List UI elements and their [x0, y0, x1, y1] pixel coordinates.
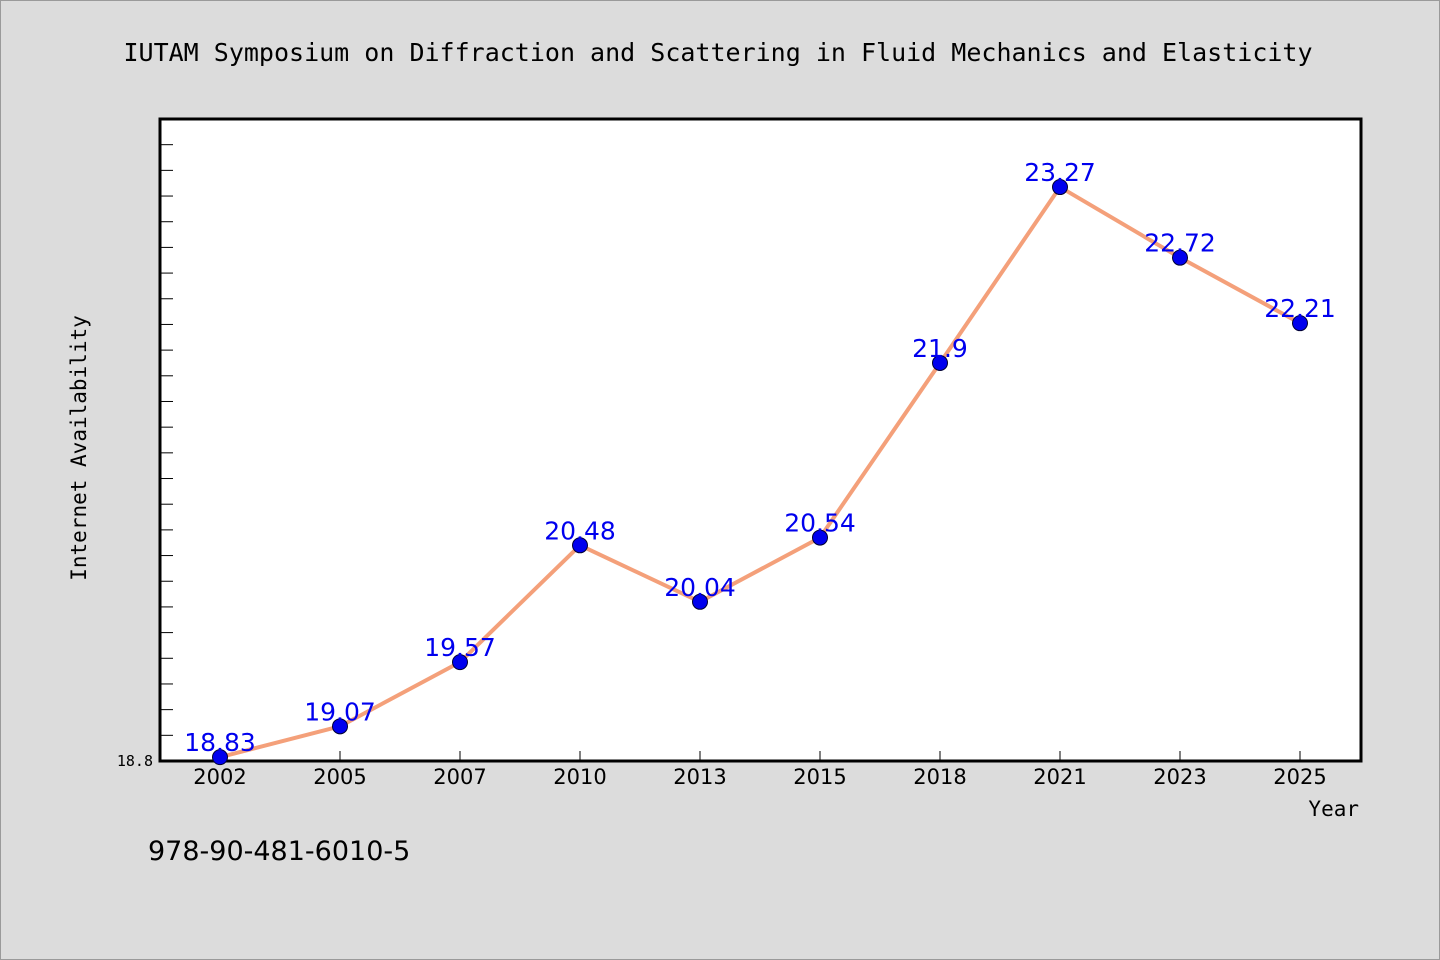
data-point — [332, 718, 348, 735]
x-tick-label: 2010 — [553, 765, 606, 789]
y-axis-ticks — [160, 144, 173, 736]
x-tick-label: 2015 — [793, 765, 846, 789]
data-point — [692, 593, 708, 610]
x-tick-label: 2018 — [913, 765, 966, 789]
data-label: 18.83 — [184, 728, 256, 757]
y-axis-title: Internet Availability — [67, 315, 91, 581]
data-point — [212, 749, 228, 766]
x-tick-label: 2002 — [193, 765, 246, 789]
data-label: 19.57 — [424, 633, 496, 662]
x-tick-label: 2021 — [1033, 765, 1086, 789]
data-label: 22.72 — [1144, 229, 1216, 258]
data-point — [452, 654, 468, 671]
series-line — [219, 185, 1301, 760]
data-point — [1172, 249, 1188, 266]
isbn-label: 978-90-481-6010-5 — [148, 836, 411, 867]
x-tick-label: 2007 — [433, 765, 486, 789]
data-label: 20.48 — [544, 516, 616, 545]
data-point — [572, 537, 588, 554]
data-point — [1052, 179, 1068, 196]
data-point — [932, 354, 948, 371]
x-tick-label: 2025 — [1273, 765, 1326, 789]
data-label: 21.9 — [912, 334, 968, 363]
data-point — [1292, 315, 1308, 332]
data-point — [812, 529, 828, 546]
data-label: 23.27 — [1024, 158, 1096, 187]
y-tick-label: 18.8 — [117, 752, 153, 770]
series-layer: 18.83 19.07 19.57 20.48 20.04 20.54 21.9 23.27 2… — [184, 158, 1336, 766]
data-label: 20.04 — [664, 573, 736, 602]
data-label: 20.54 — [784, 509, 856, 538]
plot-area — [158, 117, 1363, 763]
x-axis-title: Year — [1308, 797, 1359, 821]
x-tick-label: 2005 — [313, 765, 366, 789]
x-tick-label: 2013 — [673, 765, 726, 789]
chart-title: IUTAM Symposium on Diffraction and Scatt… — [123, 38, 1312, 67]
x-tick-label: 2023 — [1153, 765, 1206, 789]
x-axis: 2002 2005 2007 2010 2013 2015 2018 2021 2023 2025 — [193, 751, 1327, 789]
data-label: 22.21 — [1264, 294, 1336, 323]
data-label: 19.07 — [304, 697, 376, 726]
